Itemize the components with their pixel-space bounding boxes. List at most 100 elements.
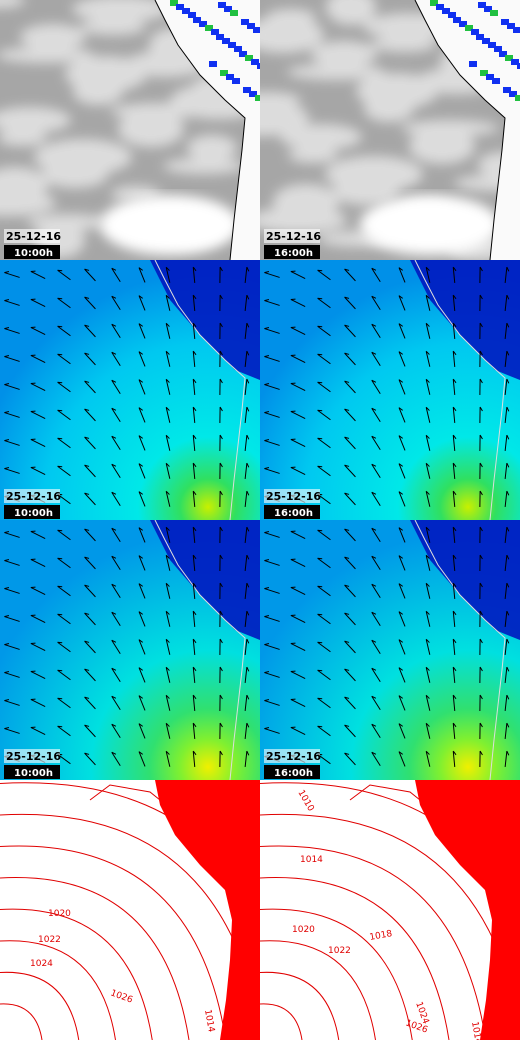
wind-arrow: [317, 409, 331, 421]
rain-cell: [509, 91, 517, 97]
coastline: [414, 520, 506, 780]
wind-arrow: [479, 294, 483, 312]
wind-arrow: [290, 726, 306, 736]
rain-cell: [224, 6, 232, 12]
wind-arrow: [57, 353, 71, 365]
wind-arrow: [504, 378, 510, 396]
wind-arrow: [244, 406, 250, 424]
wind-arrow: [165, 378, 171, 395]
rain-cell: [170, 0, 178, 6]
wind-arrow: [84, 492, 96, 506]
wind-arrow: [344, 296, 356, 310]
wind-arrow: [452, 722, 457, 740]
cloud: [287, 64, 385, 80]
wind-arrow: [57, 409, 71, 421]
wind-arrow: [84, 352, 96, 366]
wind-arrow: [264, 411, 280, 418]
wind-arrow: [425, 750, 431, 767]
isobar: [0, 1003, 43, 1040]
wind-arrow: [504, 350, 510, 368]
wind-arrow: [504, 266, 510, 284]
wind-arrow: [4, 327, 20, 334]
wind-arrow: [165, 638, 171, 655]
coastline: [414, 0, 506, 260]
rain-cell: [469, 61, 477, 67]
wind-arrow: [479, 610, 483, 628]
wind-arrow: [425, 610, 431, 627]
rain-cell: [484, 6, 492, 12]
time-bg: [4, 765, 60, 779]
rain-cell: [513, 27, 520, 33]
wind-arrow: [138, 723, 146, 739]
wind-arrow: [138, 491, 146, 507]
wind-arrow: [479, 434, 483, 452]
cloud: [0, 0, 25, 8]
wind-arrow: [344, 268, 356, 282]
isobar-label: 1020: [292, 925, 315, 935]
cloud: [72, 0, 170, 22]
wind-arrow: [344, 640, 356, 654]
wind-arrow: [84, 584, 96, 598]
isobar-label: 1018: [369, 929, 394, 943]
wind-arrow: [264, 327, 280, 334]
wind-arrow: [344, 668, 356, 682]
wind-arrow: [504, 638, 510, 656]
wind-arrow: [57, 613, 71, 625]
cloud: [260, 100, 309, 136]
isobar-label: 1022: [38, 935, 61, 945]
isobar: [260, 971, 340, 1040]
wind-arrow: [452, 610, 457, 628]
wind-arrow: [290, 410, 306, 420]
wind-arrow: [479, 350, 483, 368]
wind-arrow: [290, 698, 306, 708]
cloud: [311, 41, 377, 67]
rain-cell: [249, 91, 257, 97]
cloud: [364, 96, 414, 122]
wind-arrow: [57, 269, 71, 281]
wind-arrow: [4, 411, 20, 418]
time-label: 16:00h: [274, 768, 313, 779]
wind-arrow: [138, 667, 146, 683]
rain-cell: [193, 17, 201, 23]
wind-arrow: [452, 322, 457, 340]
wind-arrow: [317, 669, 331, 681]
wind-arrow: [219, 694, 223, 712]
date-bg: [4, 489, 60, 503]
wind-arrow: [111, 611, 121, 627]
map-panel: [0, 260, 260, 520]
wind-arrow: [344, 352, 356, 366]
wind-arrow: [84, 324, 96, 338]
wind-arrow: [84, 528, 96, 542]
wind-arrow: [165, 266, 171, 283]
isobar-label: 1014: [469, 1021, 483, 1040]
wind-arrow: [344, 324, 356, 338]
cloud: [260, 207, 347, 233]
isobar: [0, 940, 116, 1040]
wind-arrow: [398, 295, 406, 311]
wind-arrow: [30, 410, 46, 420]
wind-arrow: [84, 268, 96, 282]
isobar-label: 1014: [202, 1009, 216, 1034]
wind-arrow: [219, 378, 223, 396]
wind-arrow: [425, 266, 431, 283]
wind-arrow: [452, 406, 457, 424]
wind-arrow: [479, 322, 483, 340]
rain-cell: [453, 17, 461, 23]
wind-arrow: [111, 527, 121, 543]
wind-arrow: [111, 435, 121, 451]
wind-arrow: [398, 491, 406, 507]
panel-content: [260, 260, 520, 520]
wind-arrow: [219, 266, 223, 284]
cloud: [100, 195, 240, 255]
wind-arrow: [290, 298, 306, 307]
rain-cell: [239, 51, 247, 57]
wind-arrow: [479, 462, 483, 480]
cloud: [0, 130, 47, 146]
wind-arrow: [504, 610, 510, 628]
map-panel: [0, 0, 260, 260]
rain-cell: [205, 25, 213, 31]
wind-arrow: [84, 696, 96, 710]
wind-arrow: [504, 490, 510, 508]
panel-content: [0, 780, 260, 1040]
rain-cell: [211, 29, 219, 35]
